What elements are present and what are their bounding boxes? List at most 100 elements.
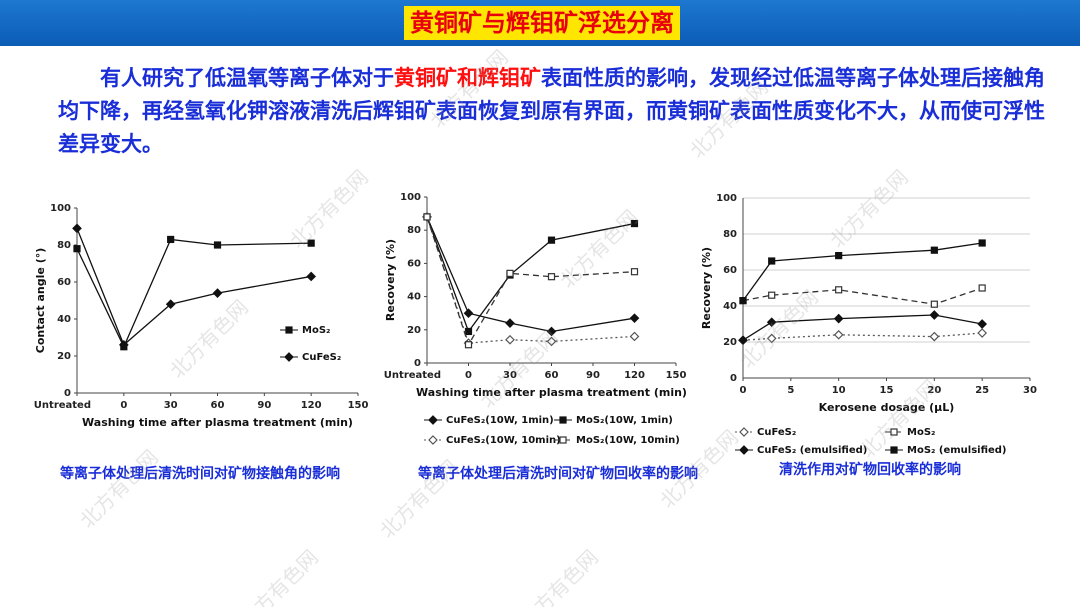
y-tick-label: 40 xyxy=(407,292,421,303)
x-tick-label: 90 xyxy=(257,400,271,411)
legend-label: CuFeS₂ xyxy=(757,427,796,438)
x-tick-label: 120 xyxy=(624,370,645,381)
text: 表面性质的影响，发现经过低温等离子体处理后接触角均下降，再经氢氧化钾溶液清洗后辉… xyxy=(58,66,1045,156)
marker xyxy=(464,341,473,349)
y-axis-label: Contact angle (°) xyxy=(34,248,47,354)
watermark: 北方有色网 xyxy=(825,165,913,253)
x-tick-label: 60 xyxy=(211,400,225,411)
marker xyxy=(306,271,317,282)
x-tick-label: 30 xyxy=(1023,385,1037,396)
legend-label: MoS₂(10W, 1min) xyxy=(576,415,673,426)
x-tick-label: 20 xyxy=(927,385,941,396)
marker xyxy=(505,334,515,345)
legend-label: MoS₂ (emulsified) xyxy=(907,445,1007,456)
y-tick-label: 20 xyxy=(723,337,737,348)
x-tick-label: 150 xyxy=(666,370,687,381)
marker xyxy=(738,335,748,346)
marker xyxy=(73,245,81,253)
watermark: 北方有色网 xyxy=(425,45,513,133)
y-tick-label: 40 xyxy=(723,301,737,312)
watermark: 北方有色网 xyxy=(475,325,563,413)
marker xyxy=(629,313,640,324)
x-tick-label: Untreated xyxy=(384,370,441,381)
marker xyxy=(929,310,940,320)
series-line xyxy=(742,242,983,301)
marker xyxy=(428,415,438,425)
legend-label: MoS₂ xyxy=(907,427,935,438)
marker xyxy=(285,326,293,334)
marker xyxy=(833,313,844,324)
marker xyxy=(428,435,438,445)
marker xyxy=(423,213,431,221)
watermark: 北方有色网 xyxy=(75,445,163,533)
marker xyxy=(284,352,294,362)
watermark: 北方有色网 xyxy=(555,205,643,293)
legend-label: CuFeS₂ xyxy=(302,352,341,363)
marker xyxy=(167,235,175,244)
marker xyxy=(546,336,557,347)
slide-title: 黄铜矿与辉钼矿浮选分离 xyxy=(404,6,680,40)
y-tick-label: 20 xyxy=(57,351,71,362)
legend-label: MoS₂ xyxy=(302,325,330,336)
marker xyxy=(212,288,223,298)
x-tick-label: 150 xyxy=(348,400,369,411)
marker xyxy=(890,446,898,454)
x-tick-label: 120 xyxy=(301,400,322,411)
marker xyxy=(768,291,776,299)
marker xyxy=(72,223,82,234)
marker xyxy=(629,331,640,342)
legend-label: CuFeS₂ (emulsified) xyxy=(757,445,867,456)
marker xyxy=(464,327,473,336)
x-tick-label: 60 xyxy=(545,370,559,381)
watermark: 北方有色网 xyxy=(285,165,373,253)
x-tick-label: 10 xyxy=(832,385,846,396)
y-tick-label: 20 xyxy=(407,325,421,336)
marker xyxy=(213,241,222,249)
y-axis-label: Recovery (%) xyxy=(700,247,713,329)
y-tick-label: 60 xyxy=(723,265,737,276)
y-tick-label: 0 xyxy=(64,388,71,399)
marker xyxy=(835,286,843,294)
legend-label: CuFeS₂(10W, 1min) xyxy=(446,415,554,426)
marker xyxy=(547,273,556,281)
caption: 等离子体处理后清洗时间对矿物接触角的影响 xyxy=(60,465,340,482)
x-axis-label: Washing time after plasma treatment (min… xyxy=(82,416,353,429)
x-tick-label: 25 xyxy=(975,385,989,396)
marker xyxy=(766,333,777,344)
y-tick-label: 0 xyxy=(414,358,421,369)
marker xyxy=(630,268,639,276)
marker xyxy=(978,284,986,292)
x-tick-label: 0 xyxy=(120,400,127,411)
marker xyxy=(546,326,557,337)
x-axis-label: Kerosene dosage (μL) xyxy=(819,401,955,414)
marker xyxy=(930,246,938,254)
marker xyxy=(165,299,176,310)
y-tick-label: 100 xyxy=(50,203,71,214)
marker xyxy=(506,269,514,277)
marker xyxy=(739,297,747,305)
x-tick-label: Untreated xyxy=(34,400,91,411)
y-axis-label: Recovery (%) xyxy=(384,239,397,321)
marker xyxy=(977,328,988,338)
x-tick-label: 90 xyxy=(586,370,600,381)
x-tick-label: 15 xyxy=(880,385,894,396)
marker xyxy=(505,318,515,329)
y-tick-label: 100 xyxy=(716,193,737,204)
series-line xyxy=(76,238,312,349)
watermark: 北方有色网 xyxy=(165,295,253,383)
paragraph: 有人研究了低温氧等离子体对于黄铜矿和辉钼矿表面性质的影响，发现经过低温等离子体处… xyxy=(58,62,1058,161)
marker xyxy=(559,436,567,444)
y-tick-label: 40 xyxy=(57,314,71,325)
marker xyxy=(833,329,844,340)
marker xyxy=(977,319,988,329)
watermark: 北方有色网 xyxy=(685,75,773,163)
y-tick-label: 60 xyxy=(57,277,71,288)
marker xyxy=(739,427,749,437)
y-tick-label: 80 xyxy=(723,229,737,240)
legend-label: CuFeS₂(10W, 10min) xyxy=(446,435,561,446)
marker xyxy=(307,239,315,247)
marker xyxy=(739,445,749,455)
y-tick-label: 100 xyxy=(400,192,421,203)
marker xyxy=(978,239,986,247)
